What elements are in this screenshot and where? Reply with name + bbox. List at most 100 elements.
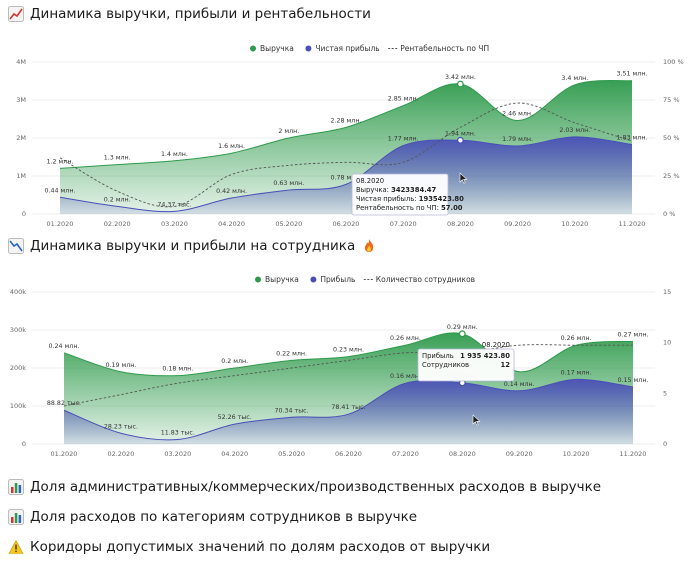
revenue-profit-chart: Выручка Чистая прибыль Рентабельность по Ч… <box>16 44 684 228</box>
x-tick-label: 11.2020 <box>619 220 646 228</box>
x-tick-label: 10.2020 <box>561 220 588 228</box>
legend-marker <box>250 45 256 52</box>
y-tick-label: 0 <box>22 210 26 218</box>
section-title-per-employee: Динамика выручки и прибыли на сотрудника <box>8 238 377 254</box>
tooltip-value: 1 935 423.80 <box>460 352 510 360</box>
x-tick-label: 11.2020 <box>620 450 647 458</box>
revenue-data-label: 0.26 млн. <box>561 335 592 342</box>
legend-item[interactable]: Рентабельность по ЧП <box>388 44 489 53</box>
bar-chart-icon <box>8 479 24 495</box>
revenue-point-marker[interactable] <box>457 80 464 88</box>
profit-data-label: 0.16 млн. <box>390 373 421 380</box>
y-tick-label: 300k <box>10 326 26 334</box>
y-tick-label: 2M <box>16 134 26 142</box>
tooltip-value: 57.00 <box>441 204 463 212</box>
profit-point-marker[interactable] <box>457 136 464 144</box>
x-tick-label: 05.2020 <box>275 220 302 228</box>
profit-data-label: 0.14 млн. <box>504 381 535 388</box>
section-title-revenue-profit: Динамика выручки, прибыли и рентабельнос… <box>8 6 371 22</box>
profit-data-label: 0.15 млн. <box>618 377 649 384</box>
section-title-corridors[interactable]: Коридоры допустимых значений по долям ра… <box>8 539 490 555</box>
x-tick-label: 04.2020 <box>218 220 245 228</box>
tooltip-date: 08.2020 <box>482 341 510 349</box>
profit-line <box>59 136 633 213</box>
warning-icon <box>8 539 24 554</box>
profit-data-label: 0.44 млн. <box>45 187 76 194</box>
x-tick-label: 01.2020 <box>51 450 78 458</box>
x-tick-label: 05.2020 <box>278 450 305 458</box>
tooltip-label: Чистая прибыль: <box>356 195 419 203</box>
profit-data-label: 70.34 тыс. <box>275 407 309 414</box>
revenue-point-marker[interactable] <box>458 330 466 338</box>
profit-data-label: 1.77 млн. <box>388 136 419 143</box>
revenue-data-label: 3.42 млн. <box>445 74 476 81</box>
profit-data-label: 1.94 млн. <box>445 130 476 137</box>
revenue-data-label: 0.18 млн. <box>162 366 193 373</box>
x-tick-label: 10.2020 <box>563 450 590 458</box>
x-tick-label: 04.2020 <box>221 450 248 458</box>
profit-data-label: 52.26 тыс. <box>218 414 252 421</box>
revenue-data-label: 0.22 млн. <box>276 350 307 357</box>
y2-tick-label: 0 % <box>663 210 675 218</box>
x-tick-label: 07.2020 <box>390 220 417 228</box>
x-tick-label: 03.2020 <box>161 220 188 228</box>
revenue-data-label: 0.19 млн. <box>105 362 136 369</box>
profit-area[interactable] <box>60 136 632 214</box>
tooltip-line: Выручка: 3423384.47 <box>356 186 437 194</box>
profit-line <box>63 378 634 441</box>
revenue-data-label: 1.4 млн. <box>161 151 188 158</box>
section-title-employee-categories[interactable]: Доля расходов по категориям сотрудников … <box>8 509 417 525</box>
legend-label: Выручка <box>265 275 299 284</box>
section-title-text: Доля расходов по категориям сотрудников … <box>30 509 418 525</box>
legend-item[interactable]: Чистая прибыль <box>305 44 380 53</box>
tooltip-value: 12 <box>501 361 511 369</box>
y-tick-label: 4M <box>16 58 26 66</box>
y-tick-label: 0 <box>22 440 26 448</box>
legend-item[interactable]: Выручка <box>250 44 294 53</box>
section-title-expense-share[interactable]: Доля административных/коммерческих/произ… <box>8 479 601 495</box>
profit-data-label: 11.83 тыс. <box>161 430 195 437</box>
x-tick-label: 03.2020 <box>164 450 191 458</box>
x-axis: 01.2020 02.2020 03.2020 04.2020 05.2020 06.20… <box>47 220 646 228</box>
tooltip-label: Сотрудников <box>422 361 469 369</box>
chart-increasing-icon <box>8 6 24 22</box>
x-axis: 01.2020 02.2020 03.2020 04.2020 05.2020 06.20… <box>51 450 647 458</box>
profit-data-label: 0.63 млн. <box>273 180 304 187</box>
tooltip-label: Прибыль <box>422 352 454 360</box>
section-title-text: Доля административных/коммерческих/произ… <box>30 479 602 495</box>
x-tick-label: 09.2020 <box>504 220 531 228</box>
revenue-data-label: 2.85 млн. <box>388 96 419 103</box>
mouse-cursor-icon <box>472 414 481 426</box>
revenue-data-label: 1.2 млн. <box>47 158 74 165</box>
data-labels: 1.2 млн. 1.3 млн. 1.4 млн. 1.6 млн. 2 млн. 2.… <box>45 71 648 209</box>
legend-item[interactable]: Количество сотрудников <box>363 275 475 284</box>
profit-data-label: 2.03 млн. <box>559 127 590 134</box>
x-tick-label: 07.2020 <box>392 450 419 458</box>
revenue-data-label: 2.46 млн. <box>502 111 533 118</box>
chart-decreasing-icon <box>8 238 24 254</box>
y2-tick-label: 5 <box>663 389 667 397</box>
tooltip-box <box>417 348 515 382</box>
legend-item[interactable]: Выручка <box>255 275 299 284</box>
tooltip-label: Выручка: <box>356 186 391 194</box>
revenue-data-label: 0.29 млн. <box>447 324 478 331</box>
y2-tick-label: 0 <box>663 440 667 448</box>
legend-label: Чистая прибыль <box>315 44 379 53</box>
x-tick-label: 06.2020 <box>333 220 360 228</box>
profit-area[interactable] <box>64 379 633 444</box>
y2-tick-label: 15 <box>663 288 671 296</box>
revenue-data-label: 2 млн. <box>278 128 299 135</box>
legend-marker <box>310 276 317 283</box>
revenue-data-label: 3.51 млн. <box>617 71 648 78</box>
legend-label: Рентабельность по ЧП <box>400 44 489 53</box>
y2-axis: 0 % 25 % 50 % 75 % 100 % <box>663 58 684 218</box>
legend-label: Выручка <box>260 44 294 53</box>
fire-icon <box>365 239 374 252</box>
revenue-data-label: 2.28 млн. <box>331 117 362 124</box>
y2-tick-label: 10 <box>663 339 671 347</box>
mouse-cursor-icon <box>459 172 468 184</box>
tooltip-value: 1935423.80 <box>419 195 464 203</box>
legend-item[interactable]: Прибыль <box>310 275 355 284</box>
